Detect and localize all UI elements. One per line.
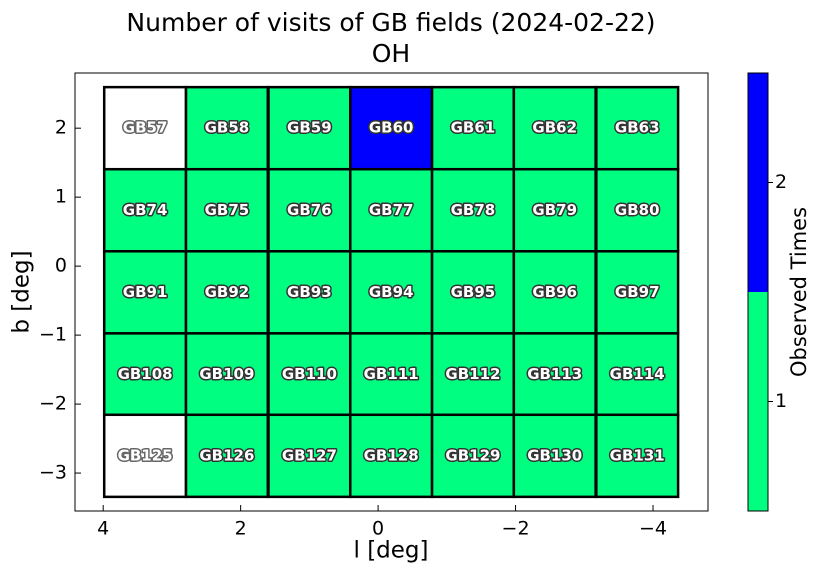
- colorbar-label: Observed Times: [787, 207, 811, 377]
- field-label: GB108: [118, 365, 173, 383]
- field-label: GB75: [205, 201, 250, 219]
- field-label: GB96: [532, 283, 577, 301]
- colorbar-frame: [747, 72, 769, 512]
- field-label: GB62: [532, 119, 577, 137]
- field-cell: [102, 250, 188, 335]
- field-label: GB60: [369, 119, 414, 137]
- field-label: GB114: [610, 365, 665, 383]
- colorbar-tick-label: 1: [775, 390, 787, 412]
- field-label: GB129: [445, 446, 500, 464]
- field-label: GB80: [615, 201, 660, 219]
- y-tick-label: 0: [55, 255, 67, 277]
- chart-subtitle: OH: [372, 39, 410, 68]
- field-cell: [349, 167, 434, 253]
- field-cell: [512, 167, 597, 253]
- field-cell: [595, 85, 680, 171]
- field-label: GB59: [287, 119, 332, 137]
- x-tick-label: −2: [502, 518, 530, 540]
- field-label: GB79: [532, 201, 577, 219]
- field-cell: [430, 332, 516, 417]
- field-label: GB76: [287, 201, 332, 219]
- field-label: GB128: [364, 446, 419, 464]
- field-label: GB109: [199, 365, 254, 383]
- colorbar-segment: [748, 73, 768, 292]
- field-label: GB125: [118, 446, 173, 464]
- y-tick-label: 1: [55, 186, 67, 208]
- field-cell: [595, 250, 680, 335]
- field-cell: [512, 250, 597, 335]
- field-label: GB58: [205, 119, 250, 137]
- x-axis-label: l [deg]: [354, 538, 429, 564]
- field-cell: [184, 413, 270, 499]
- field-label: GB127: [282, 446, 337, 464]
- field-label: GB111: [364, 365, 419, 383]
- field-cell: [349, 250, 434, 335]
- x-tick-label: 2: [235, 518, 247, 540]
- field-label: GB94: [369, 283, 414, 301]
- field-label: GB130: [527, 446, 582, 464]
- field-cell: [595, 413, 680, 499]
- field-label: GB92: [205, 283, 250, 301]
- y-tick-label: −3: [39, 462, 67, 484]
- field-cell: [184, 250, 270, 335]
- field-label: GB113: [527, 365, 582, 383]
- colorbar-segment: [748, 292, 768, 511]
- field-label: GB78: [451, 201, 496, 219]
- field-label: GB97: [615, 283, 660, 301]
- field-label: GB131: [610, 446, 665, 464]
- field-cell: [184, 167, 270, 253]
- field-label: GB63: [615, 119, 660, 137]
- y-tick-label: −2: [39, 393, 67, 415]
- y-tick-label: 2: [55, 117, 67, 139]
- field-cell: [430, 413, 516, 499]
- field-label: GB126: [199, 446, 254, 464]
- field-cell: [430, 85, 516, 171]
- x-tick-label: 0: [372, 518, 384, 540]
- field-label: GB61: [451, 119, 496, 137]
- field-cell: [102, 85, 188, 171]
- y-axis-label: b [deg]: [9, 250, 35, 333]
- field-label: GB93: [287, 283, 332, 301]
- field-cell: [102, 332, 188, 417]
- field-cell: [595, 332, 680, 417]
- x-tick-label: 4: [97, 518, 109, 540]
- field-label: GB57: [123, 119, 168, 137]
- field-label: GB95: [451, 283, 496, 301]
- field-cell: [430, 250, 516, 335]
- field-label: GB91: [123, 283, 168, 301]
- x-tick-label: −4: [639, 518, 667, 540]
- field-label: GB74: [123, 201, 168, 219]
- field-label: GB112: [445, 365, 500, 383]
- field-cell: [512, 413, 597, 499]
- field-label: GB77: [369, 201, 414, 219]
- colorbar-tick-label: 2: [775, 171, 787, 193]
- field-label: GB110: [282, 365, 337, 383]
- y-tick-label: −1: [39, 324, 67, 346]
- chart-title: Number of visits of GB fields (2024-02-2…: [126, 8, 655, 37]
